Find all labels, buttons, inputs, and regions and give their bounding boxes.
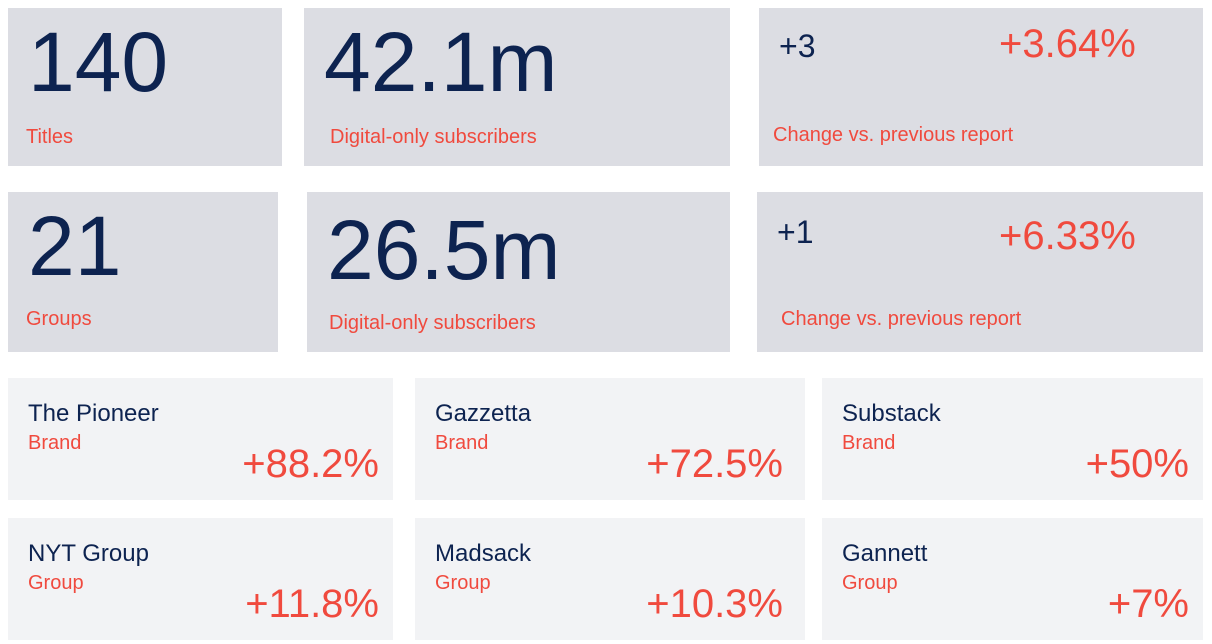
growth-card: Substack Brand +50%	[822, 378, 1203, 500]
stat-value: 42.1m	[324, 15, 558, 109]
stat-label: Groups	[26, 308, 92, 330]
change-label: Change vs. previous report	[781, 308, 1022, 330]
change-label: Change vs. previous report	[773, 124, 1014, 146]
growth-kind: Brand	[435, 432, 489, 454]
growth-name: Madsack	[435, 540, 532, 567]
stat-card: 140 Titles	[8, 8, 282, 166]
growth-name: Substack	[842, 400, 941, 427]
growth-name: Gazzetta	[435, 400, 532, 427]
change-card: +3 +3.64% Change vs. previous report	[759, 8, 1203, 166]
growth-kind: Group	[435, 572, 491, 594]
growth-card: Gannett Group +7%	[822, 518, 1203, 640]
stat-card: 42.1m Digital-only subscribers	[304, 8, 730, 166]
growth-change: +7%	[1107, 582, 1189, 626]
change-count: +3	[779, 28, 816, 64]
growth-card: NYT Group Group +11.8%	[8, 518, 393, 640]
stat-value: 140	[28, 15, 169, 109]
change-card: +1 +6.33% Change vs. previous report	[757, 192, 1203, 352]
stat-card: 21 Groups	[8, 192, 278, 352]
growth-change: +72.5%	[646, 442, 783, 486]
growth-name: NYT Group	[28, 540, 149, 567]
growth-name: Gannett	[842, 540, 928, 567]
change-percent: +6.33%	[999, 214, 1136, 258]
stat-label: Digital-only subscribers	[329, 312, 536, 334]
stat-label: Titles	[26, 126, 74, 148]
growth-card: The Pioneer Brand +88.2%	[8, 378, 393, 500]
growth-name: The Pioneer	[28, 400, 159, 427]
stat-label: Digital-only subscribers	[330, 126, 537, 148]
change-percent: +3.64%	[999, 22, 1136, 66]
growth-kind: Brand	[842, 432, 896, 454]
growth-card: Madsack Group +10.3%	[415, 518, 805, 640]
change-count: +1	[777, 214, 814, 250]
stat-value: 26.5m	[327, 203, 561, 297]
growth-kind: Brand	[28, 432, 82, 454]
growth-change: +11.8%	[245, 582, 379, 626]
growth-kind: Group	[842, 572, 898, 594]
growth-change: +10.3%	[646, 582, 783, 626]
stat-value: 21	[28, 199, 122, 293]
growth-change: +50%	[1085, 442, 1189, 486]
stat-card: 26.5m Digital-only subscribers	[307, 192, 730, 352]
growth-kind: Group	[28, 572, 84, 594]
growth-card: Gazzetta Brand +72.5%	[415, 378, 805, 500]
growth-change: +88.2%	[242, 442, 379, 486]
